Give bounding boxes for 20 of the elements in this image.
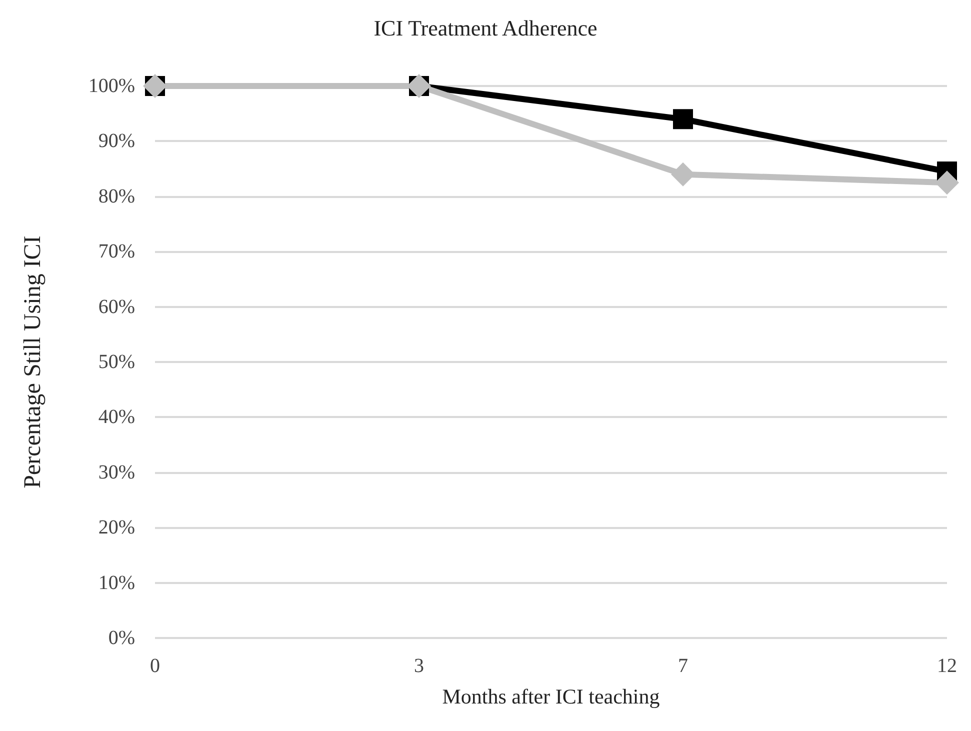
x-tick-label: 7 xyxy=(678,655,688,677)
y-axis-title: Percentage Still Using ICI xyxy=(20,236,46,488)
chart-title: ICI Treatment Adherence xyxy=(374,16,598,40)
y-tick-label: 100% xyxy=(88,75,135,97)
y-tick-label: 40% xyxy=(98,406,135,428)
x-axis-title: Months after ICI teaching xyxy=(442,684,660,708)
y-tick-label: 70% xyxy=(98,240,135,263)
y-tick-label: 20% xyxy=(98,516,135,539)
point xyxy=(935,170,959,195)
y-tick-label: 50% xyxy=(98,351,135,373)
y-tick-label: 90% xyxy=(98,130,135,152)
y-tick-label: 10% xyxy=(98,572,135,594)
point xyxy=(673,109,693,130)
y-tick-label: 30% xyxy=(98,461,135,484)
y-tick-label: 60% xyxy=(98,296,135,318)
y-tick-label: 80% xyxy=(98,185,135,208)
x-tick-label: 0 xyxy=(150,655,160,677)
x-tick-label: 12 xyxy=(937,655,957,677)
y-tick-label: 0% xyxy=(108,627,135,649)
x-tick-label: 3 xyxy=(414,655,424,677)
